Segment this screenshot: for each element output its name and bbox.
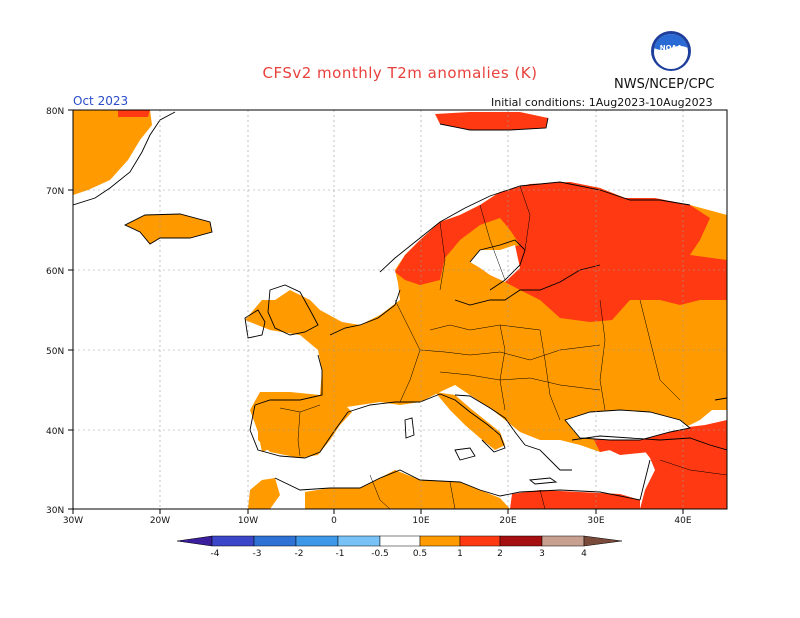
colorbar-label-1: 1 [457,549,463,559]
agency-label: NWS/NCEP/CPC [614,77,715,92]
lat-label-70n: 70N [46,187,64,197]
colorbar-bin-2 [253,535,297,547]
turkey-coast [571,435,727,451]
caspian-coast [714,397,727,401]
svalbard-anomaly [435,112,548,130]
ireland-coast [244,309,266,339]
lon-label-20w: 20W [150,516,170,526]
chart-title: CFSv2 monthly T2m anomalies (K) [262,64,538,82]
lon-label-30w: 30W [63,516,83,526]
colorbar-label-m1: -1 [336,549,345,559]
noaa-logo: NOAA [651,31,691,71]
colorbar-high-arrow [583,535,623,547]
baltic-coast [454,264,601,306]
iberia-coast [249,404,349,459]
initial-conditions: Initial conditions: 1Aug2023-10Aug2023 [491,96,713,109]
colorbar-bin-7 [459,535,501,547]
biscay-coast [254,354,323,406]
colorbar-bin-5 [379,535,421,547]
britain-coast [267,284,319,336]
iberia-anomaly [258,400,352,458]
noaa-logo-text: NOAA [660,44,683,52]
colorbar-label-m05: -0.5 [371,549,389,559]
continent-west-coast [329,289,401,336]
colorbar-bin-3 [295,535,339,547]
italy-anomaly [435,392,505,450]
colorbar-label-2: 2 [497,549,503,559]
sicily-coast [454,447,476,461]
africa-coast [274,469,641,501]
libya-egypt-warm-anomaly [510,490,640,509]
colorbar-bin-4 [337,535,381,547]
anomaly-field [73,110,727,509]
sardinia-coast [404,417,415,439]
lon-label-0: 0 [331,516,337,526]
med-north-coast [347,393,441,413]
colorbar-label-4: 4 [581,549,587,559]
lon-label-40e: 40E [674,516,691,526]
iceland-anomaly [125,214,212,244]
black-sea-neutral [565,410,690,440]
sweden-neutral [470,245,520,282]
graticule [73,110,727,509]
north-africa-anomaly [305,470,510,509]
iceland-coast [123,213,213,245]
greenland-red-patch [118,110,150,117]
adriatic-coast [454,394,526,446]
lat-label-30n: 30N [46,506,64,516]
lat-label-60n: 60N [46,267,64,277]
lon-label-10w: 10W [238,516,258,526]
colorbar-bin-8 [499,535,543,547]
forecast-month: Oct 2023 [73,94,129,108]
map-frame [72,109,728,510]
colorbar-label-05: 0.5 [413,549,427,559]
colorbar-low-arrow [176,535,213,547]
lat-label-80n: 80N [46,107,64,117]
greece-coast [524,444,572,471]
axis-ticks [68,109,684,514]
colorbar-label-m2: -2 [295,549,304,559]
lat-label-50n: 50N [46,347,64,357]
gulf-bothnia-coast [469,239,526,291]
colorbar [176,535,623,547]
colorbar-bin-9 [541,535,585,547]
colorbar-bin-1 [211,535,255,547]
colorbar-bin-6 [419,535,461,547]
crete-coast [528,477,558,485]
lat-label-40n: 40N [46,427,64,437]
colorbar-label-3: 3 [539,549,545,559]
svalbard-coast [439,117,549,131]
levant-coast [639,459,651,501]
coastlines [73,111,727,501]
lon-label-20e: 20E [499,516,516,526]
greenland-coast [73,111,176,206]
norway-coast [379,181,691,273]
west-africa-anomaly [248,478,280,509]
colorbar-label-m3: -3 [253,549,262,559]
lon-label-10e: 10E [412,516,429,526]
black-sea-coast [564,409,692,441]
scandinavia-warm-anomaly [395,182,727,322]
colorbar-label-m4: -4 [211,549,220,559]
lon-label-30e: 30E [587,516,604,526]
greenland-anomaly [73,110,152,195]
